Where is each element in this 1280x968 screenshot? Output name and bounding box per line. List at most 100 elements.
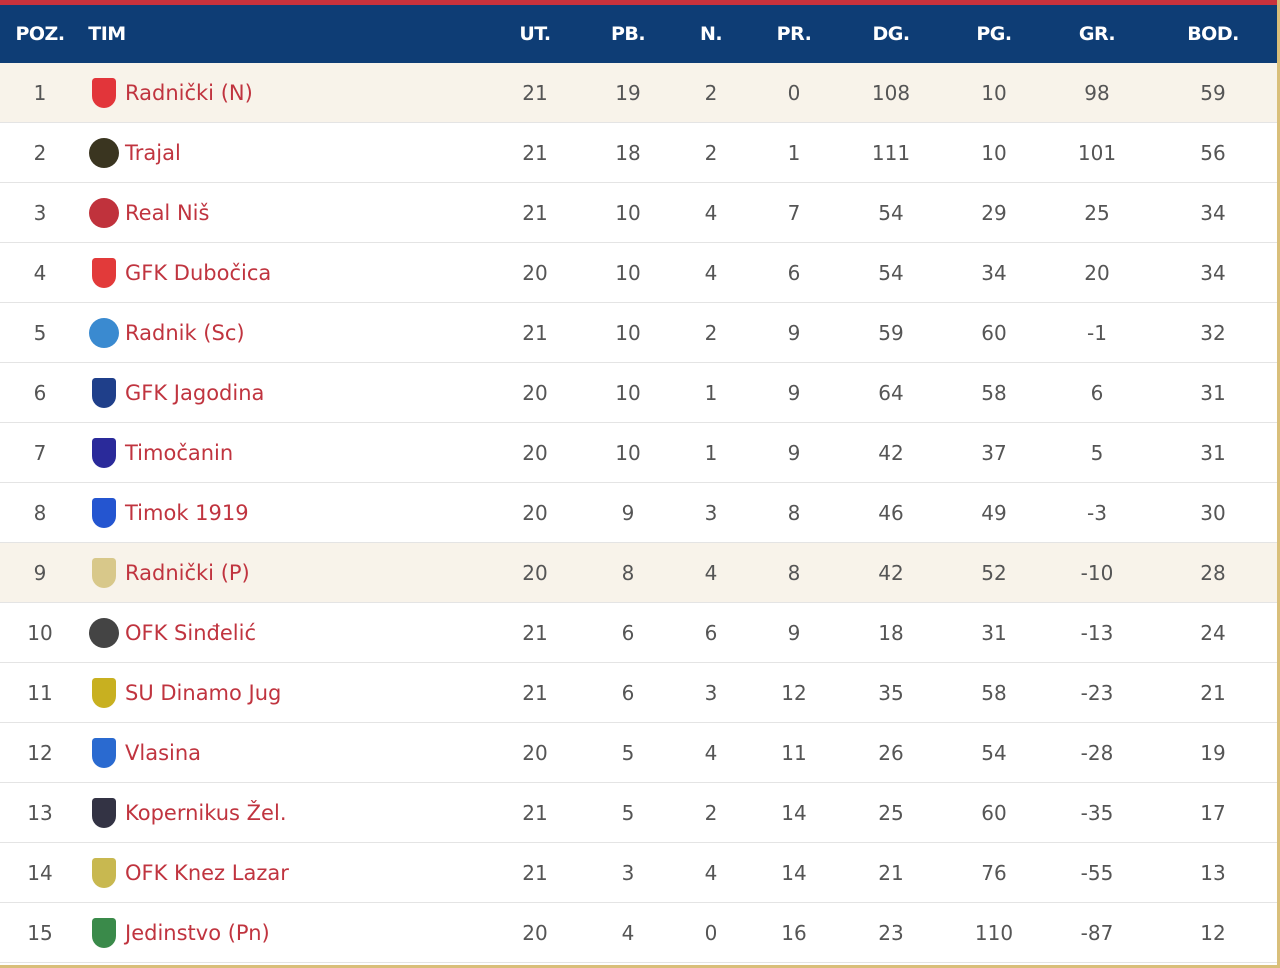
cell-gr: -55	[1080, 860, 1114, 885]
cell-n: 2	[704, 140, 718, 165]
sindjelic-logo	[89, 617, 119, 648]
cell-dg: 64	[878, 380, 904, 405]
team-link[interactable]: Vlasina	[125, 740, 202, 765]
cell-dg: 54	[878, 260, 904, 285]
cell-bod: 13	[1200, 860, 1226, 885]
cell-dg: 59	[878, 320, 904, 345]
cell-gr: -87	[1080, 920, 1114, 945]
dinamo-jug-logo	[92, 677, 116, 708]
team-link[interactable]: Kopernikus Žel.	[125, 800, 287, 825]
cell-gr: 20	[1084, 260, 1110, 285]
cell-pb: 18	[615, 140, 641, 165]
cell-dg: 42	[878, 560, 904, 585]
cell-pos: 12	[27, 740, 53, 765]
cell-ut: 21	[522, 80, 548, 105]
cell-gr: 6	[1090, 380, 1104, 405]
cell-pr: 11	[781, 740, 807, 765]
kopernikus-logo	[92, 797, 116, 828]
team-link[interactable]: Real Niš	[125, 200, 210, 225]
team-link[interactable]: Radnički (N)	[125, 80, 253, 105]
cell-gr: 25	[1084, 200, 1110, 225]
cell-pr: 16	[781, 920, 807, 945]
cell-pg: 60	[981, 320, 1007, 345]
cell-pg: 58	[981, 380, 1007, 405]
cell-pg: 54	[981, 740, 1007, 765]
team-link[interactable]: OFK Sinđelić	[125, 620, 256, 645]
cell-gr: 5	[1090, 440, 1104, 465]
cell-pg: 10	[981, 140, 1007, 165]
header-n[interactable]: N.	[699, 23, 723, 45]
header-bod[interactable]: BOD.	[1187, 23, 1239, 45]
cell-pr: 8	[787, 560, 801, 585]
cell-pb: 5	[621, 800, 635, 825]
team-link[interactable]: Timočanin	[125, 440, 234, 465]
timok-logo	[92, 497, 116, 528]
cell-pb: 10	[615, 440, 641, 465]
cell-ut: 21	[522, 800, 548, 825]
cell-bod: 31	[1200, 380, 1226, 405]
cell-ut: 20	[522, 500, 548, 525]
cell-bod: 56	[1200, 140, 1226, 165]
header-gr[interactable]: GR.	[1078, 23, 1116, 45]
cell-pos: 13	[27, 800, 53, 825]
cell-pb: 4	[621, 920, 635, 945]
team-link[interactable]: GFK Dubočica	[125, 260, 272, 285]
cell-n: 1	[704, 380, 718, 405]
cell-dg: 26	[878, 740, 904, 765]
team-link[interactable]: SU Dinamo Jug	[125, 680, 282, 705]
cell-bod: 34	[1200, 260, 1226, 285]
header-pg[interactable]: PG.	[976, 23, 1012, 45]
team-link[interactable]: Trajal	[125, 140, 181, 165]
cell-ut: 20	[522, 740, 548, 765]
cell-pr: 6	[787, 260, 801, 285]
table-row: 2 Trajal 21 18 2 1 111 10 101 56	[0, 123, 1277, 183]
header-pr[interactable]: PR.	[776, 23, 812, 45]
cell-pr: 0	[787, 80, 801, 105]
team-link[interactable]: Timok 1919	[125, 500, 249, 525]
header-pb[interactable]: PB.	[610, 23, 646, 45]
team-link[interactable]: OFK Knez Lazar	[125, 860, 289, 885]
cell-ut: 20	[522, 440, 548, 465]
cell-bod: 34	[1200, 200, 1226, 225]
team-link[interactable]: Jedinstvo (Pn)	[125, 920, 270, 945]
cell-dg: 23	[878, 920, 904, 945]
cell-dg: 35	[878, 680, 904, 705]
cell-bod: 12	[1200, 920, 1226, 945]
team-link[interactable]: Radnički (P)	[125, 560, 250, 585]
cell-pos: 11	[27, 680, 53, 705]
header-dg[interactable]: DG.	[872, 23, 910, 45]
table-row: 5 Radnik (Sc) 21 10 2 9 59 60 -1 32	[0, 303, 1277, 363]
cell-n: 2	[704, 800, 718, 825]
cell-n: 2	[704, 320, 718, 345]
cell-pr: 9	[787, 620, 801, 645]
cell-pb: 6	[621, 620, 635, 645]
cell-ut: 20	[522, 920, 548, 945]
cell-pr: 7	[787, 200, 801, 225]
cell-pr: 14	[781, 800, 807, 825]
cell-pos: 7	[33, 440, 47, 465]
header-team[interactable]: TIM	[88, 23, 126, 45]
cell-pos: 8	[33, 500, 47, 525]
cell-pb: 19	[615, 80, 641, 105]
table-row: 8 Timok 1919 20 9 3 8 46 49 -3 30	[0, 483, 1277, 543]
table-row: 11 SU Dinamo Jug 21 6 3 12 35 58 -23 21	[0, 663, 1277, 723]
cell-pos: 10	[27, 620, 53, 645]
cell-ut: 21	[522, 620, 548, 645]
cell-pr: 9	[787, 320, 801, 345]
cell-pg: 49	[981, 500, 1007, 525]
cell-pb: 10	[615, 320, 641, 345]
cell-pos: 3	[33, 200, 47, 225]
cell-pg: 58	[981, 680, 1007, 705]
cell-n: 0	[704, 920, 718, 945]
cell-ut: 20	[522, 380, 548, 405]
cell-gr: -1	[1087, 320, 1107, 345]
team-link[interactable]: GFK Jagodina	[125, 380, 265, 405]
header-ut[interactable]: UT.	[519, 23, 551, 45]
cell-pg: 10	[981, 80, 1007, 105]
cell-pos: 15	[27, 920, 53, 945]
cell-pos: 14	[27, 860, 53, 885]
team-link[interactable]: Radnik (Sc)	[125, 320, 245, 345]
cell-pg: 29	[981, 200, 1007, 225]
header-pos[interactable]: POZ.	[15, 23, 65, 45]
